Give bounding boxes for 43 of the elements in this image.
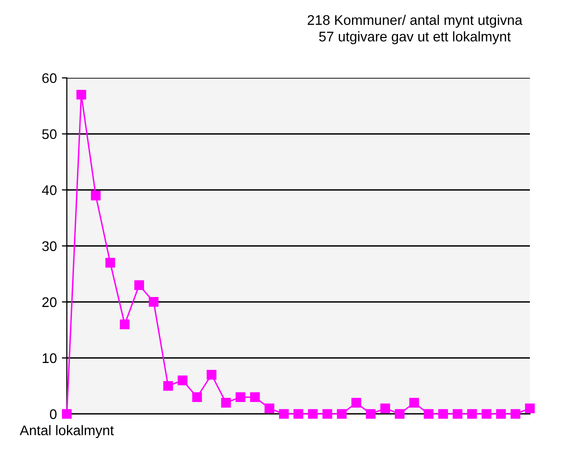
point [221,398,231,408]
point [62,409,72,419]
y-tick-label: 40 [42,185,57,196]
point [148,297,159,307]
point [308,409,318,419]
y-tick-label: 20 [42,297,57,308]
chart-title: 218 Kommuner/ antal mynt utgivna [308,14,522,28]
point [525,403,535,414]
point [394,409,405,419]
point [294,409,304,419]
point [105,258,116,268]
chart-subtitle: 57 utgivare gav ut ett lokalmynt [319,31,511,44]
point [322,409,332,419]
point [163,381,173,391]
point [90,190,101,200]
point [351,398,362,408]
point [279,409,289,419]
y-tick-label: 30 [42,241,57,252]
point [76,90,86,100]
point [206,370,216,380]
point [250,392,260,402]
point [178,375,188,386]
point [482,409,492,419]
point [264,403,274,414]
point [452,409,462,419]
point [192,392,202,402]
point [438,409,448,419]
point [496,409,506,419]
x-tick-label: Antal lokalmynt [20,425,114,438]
point [424,409,434,419]
point [366,409,376,419]
point [409,398,420,408]
point [336,409,347,419]
point [236,392,246,402]
point [380,403,390,414]
point [134,280,144,290]
y-tick-label: 10 [42,353,57,364]
y-tick-label: 0 [50,409,57,420]
y-tick-label: 60 [42,73,57,84]
point [510,409,520,419]
point [467,409,477,419]
y-tick-label: 50 [42,129,57,140]
point [120,319,130,330]
